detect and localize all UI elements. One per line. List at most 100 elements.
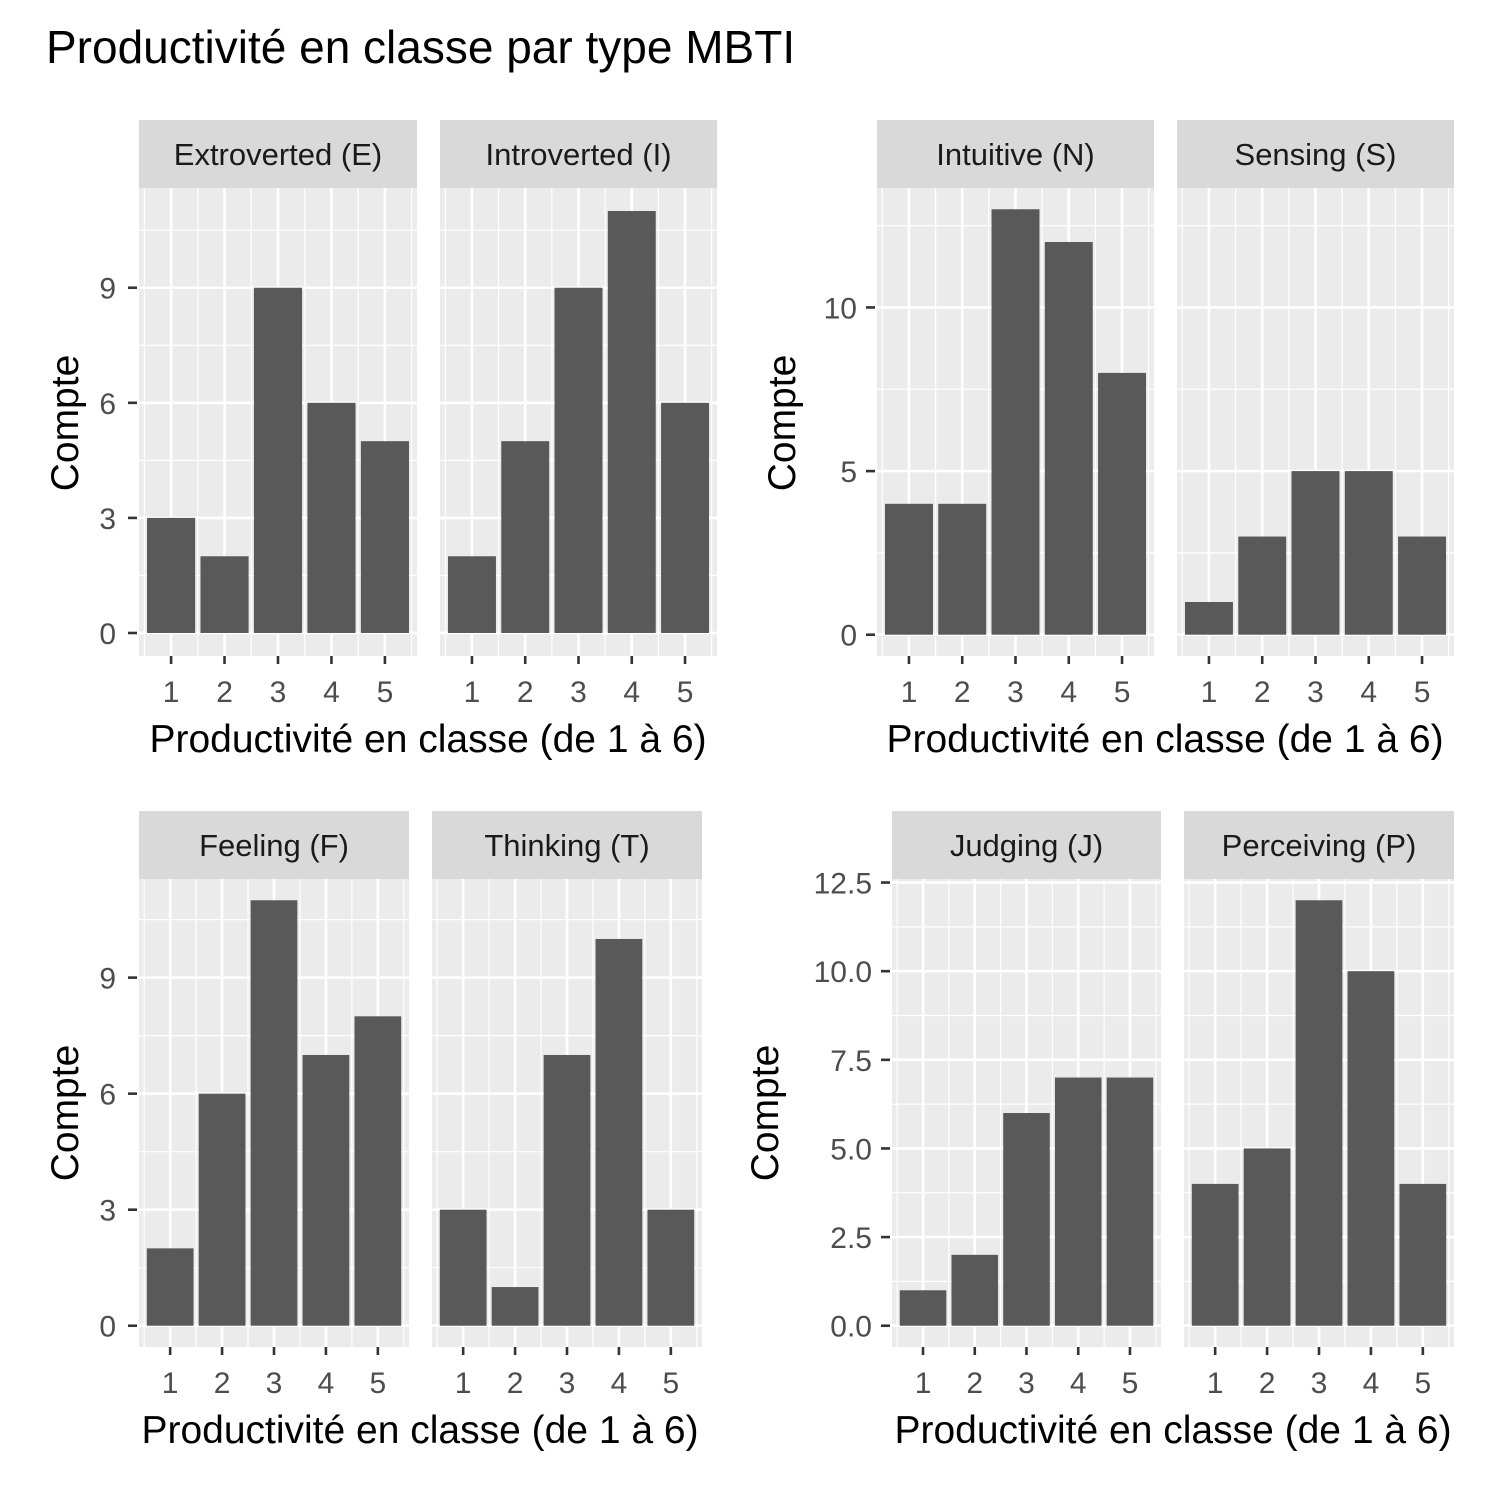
x-tick-label: 4 [611, 1367, 628, 1400]
page-title: Productivité en classe par type MBTI [46, 21, 796, 73]
facet-strip-label: Intuitive (N) [936, 137, 1094, 172]
y-tick-label: 0.0 [830, 1311, 872, 1344]
y-tick-label: 0 [840, 620, 857, 653]
x-tick-label: 4 [323, 676, 340, 709]
x-tick-label: 2 [214, 1367, 231, 1400]
bar [607, 211, 656, 633]
x-tick-label: 1 [464, 676, 481, 709]
x-axis-title: Productivité en classe (de 1 à 6) [141, 1409, 698, 1452]
facet-panel: Extroverted (E) 1 2 3 4 5 [139, 120, 417, 709]
x-tick-label: 2 [1259, 1367, 1276, 1400]
bar [200, 556, 249, 633]
x-tick-label: 1 [162, 1367, 179, 1400]
x-tick-label: 3 [1307, 676, 1324, 709]
facet-strip-label: Extroverted (E) [174, 137, 382, 172]
bar [595, 938, 643, 1326]
x-tick-label: 4 [1363, 1367, 1380, 1400]
x-tick-label: 1 [901, 676, 918, 709]
bar [899, 1290, 947, 1326]
x-tick-label: 2 [216, 676, 233, 709]
x-tick-label: 2 [954, 676, 971, 709]
y-tick-label: 10.0 [814, 956, 872, 989]
y-tick-label: 7.5 [830, 1045, 872, 1078]
x-tick-label: 1 [163, 676, 180, 709]
facet-strip [877, 120, 1154, 188]
y-tick-label: 3 [99, 503, 116, 536]
y-axis-title: Compte [761, 355, 804, 492]
facet-panel: Intuitive (N) 1 2 3 4 5 [877, 120, 1154, 709]
y-tick-label: 0 [99, 1311, 116, 1344]
bar [1191, 1183, 1239, 1326]
bar [1399, 1183, 1447, 1326]
bar [1398, 536, 1447, 635]
bar [491, 1287, 539, 1326]
facet-group-4: Judging (J) 1 2 3 4 5 Perceiving (P) 1 2 3 4 5 0.0 2.… [744, 811, 1454, 1452]
bar [1291, 471, 1340, 635]
y-tick-label: 9 [99, 273, 116, 306]
x-tick-label: 1 [1201, 676, 1218, 709]
facet-group-1: Extroverted (E) 1 2 3 4 5 Introverted (I) 1 2 3 4 5… [44, 120, 717, 761]
x-tick-label: 5 [377, 676, 394, 709]
bar [938, 503, 987, 635]
x-tick-label: 5 [677, 676, 694, 709]
y-tick-label: 6 [99, 388, 116, 421]
facet-strip [139, 811, 409, 879]
x-tick-label: 5 [1114, 676, 1131, 709]
y-tick-label: 2.5 [830, 1222, 872, 1255]
y-tick-label: 9 [99, 963, 116, 996]
x-tick-label: 5 [1122, 1367, 1139, 1400]
bar [951, 1254, 999, 1326]
bar [146, 1248, 194, 1326]
x-tick-label: 1 [915, 1367, 932, 1400]
facet-strip-label: Perceiving (P) [1222, 828, 1417, 863]
x-tick-label: 3 [270, 676, 287, 709]
bar [250, 900, 298, 1326]
facet-strip-label: Introverted (I) [485, 137, 671, 172]
x-axis-title: Productivité en classe (de 1 à 6) [149, 718, 706, 761]
y-tick-label: 3 [99, 1195, 116, 1228]
y-tick-label: 5 [840, 456, 857, 489]
x-tick-label: 5 [370, 1367, 387, 1400]
x-axis-title: Productivité en classe (de 1 à 6) [894, 1409, 1451, 1452]
bar [360, 441, 409, 633]
y-tick-label: 12.5 [814, 868, 872, 901]
y-axis-title: Compte [44, 1045, 87, 1182]
facet-strip-label: Thinking (T) [484, 828, 649, 863]
x-tick-label: 4 [623, 676, 640, 709]
bar [647, 1209, 695, 1326]
bar [1295, 900, 1343, 1326]
facet-strip [1177, 120, 1454, 188]
facet-panel: Perceiving (P) 1 2 3 4 5 [1184, 811, 1454, 1400]
facet-strip [432, 811, 702, 879]
facet-strip [440, 120, 717, 188]
bar [354, 1016, 402, 1326]
bar [1003, 1113, 1050, 1326]
y-tick-label: 0 [99, 618, 116, 651]
x-tick-label: 5 [1414, 676, 1431, 709]
x-axis-title: Productivité en classe (de 1 à 6) [886, 718, 1443, 761]
x-tick-label: 3 [1007, 676, 1024, 709]
y-tick-label: 6 [99, 1079, 116, 1112]
y-axis-title: Compte [744, 1045, 787, 1182]
x-tick-label: 3 [570, 676, 587, 709]
bar [1044, 242, 1093, 635]
facet-strip-label: Feeling (F) [199, 828, 349, 863]
bar [439, 1209, 487, 1326]
bar [501, 441, 550, 633]
bar [884, 503, 933, 635]
x-tick-label: 3 [559, 1367, 576, 1400]
facet-panel: Feeling (F) 1 2 3 4 5 [139, 811, 409, 1400]
facet-panel: Sensing (S) 1 2 3 4 5 [1177, 120, 1454, 709]
bar [1238, 536, 1287, 635]
facet-strip-label: Sensing (S) [1235, 137, 1397, 172]
bar [447, 556, 496, 633]
facet-panel: Thinking (T) 1 2 3 4 5 [432, 811, 702, 1400]
facet-strip [892, 811, 1161, 879]
x-tick-label: 2 [517, 676, 534, 709]
bar [1098, 372, 1147, 635]
y-axis-title: Compte [44, 355, 87, 492]
x-tick-label: 5 [1415, 1367, 1432, 1400]
bar [1347, 971, 1395, 1326]
x-tick-label: 2 [507, 1367, 524, 1400]
x-tick-label: 3 [1018, 1367, 1035, 1400]
